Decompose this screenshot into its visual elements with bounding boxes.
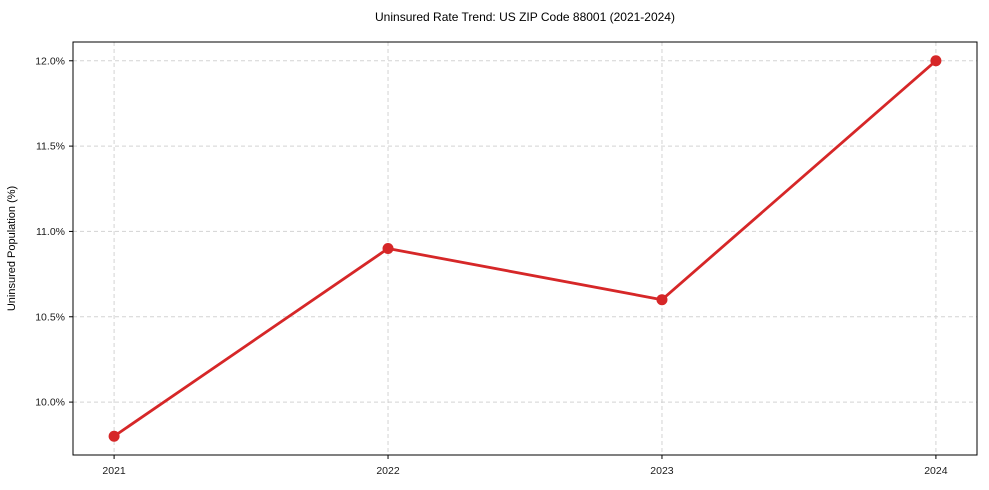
- y-tick-label: 10.0%: [35, 397, 65, 409]
- chart-title: Uninsured Rate Trend: US ZIP Code 88001 …: [375, 10, 675, 24]
- x-tick-label: 2024: [924, 465, 948, 477]
- data-point: [108, 430, 120, 442]
- plot-area: 10.0% 10.5% 11.0% 11.5% 12.0% 2021 2022 2023 202…: [35, 41, 978, 477]
- data-point: [382, 243, 394, 254]
- y-tick-label: 10.5%: [35, 311, 65, 323]
- y-axis-label: Uninsured Population (%): [6, 186, 18, 311]
- x-tick-label: 2022: [376, 465, 400, 477]
- trend-line: [112, 59, 938, 438]
- y-tick-label: 11.0%: [36, 226, 65, 238]
- plot-border: [72, 41, 978, 456]
- y-tick-label: 11.5%: [36, 141, 65, 153]
- data-point: [930, 55, 942, 67]
- data-point: [656, 294, 668, 306]
- x-tick-label: 2023: [650, 465, 674, 477]
- x-tick-label: 2021: [102, 465, 126, 477]
- y-tick-label: 12.0%: [35, 55, 65, 67]
